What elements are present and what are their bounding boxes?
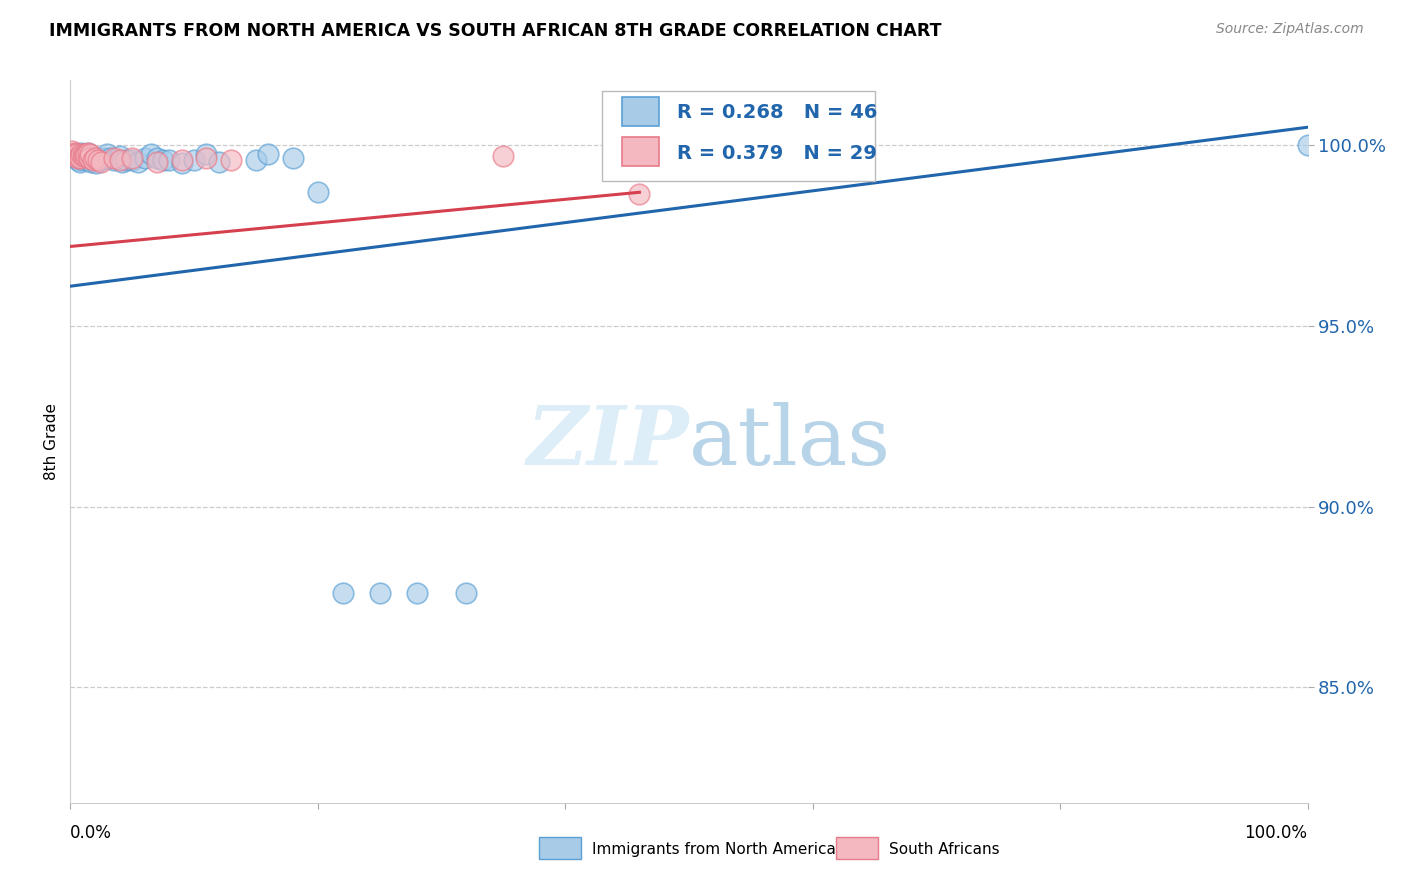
Point [80, 154, 103, 169]
Point [63, 147, 86, 161]
Point [87, 153, 110, 167]
Point [75, 149, 97, 163]
Point [70, 147, 93, 161]
Point [152, 153, 174, 167]
Text: Source: ZipAtlas.com: Source: ZipAtlas.com [1216, 22, 1364, 37]
Point [66, 151, 89, 165]
Point [69, 151, 91, 165]
Point [115, 153, 138, 167]
Point [108, 153, 131, 167]
Text: Immigrants from North America: Immigrants from North America [592, 841, 837, 856]
Point [1296, 138, 1319, 153]
Point [60, 144, 83, 158]
Text: R = 0.379   N = 29: R = 0.379 N = 29 [676, 144, 876, 162]
Point [65, 147, 87, 161]
Point [108, 149, 131, 163]
Point [103, 151, 125, 165]
Text: South Africans: South Africans [890, 841, 1000, 856]
Point [66, 153, 89, 167]
Point [73, 147, 96, 161]
Point [195, 151, 218, 165]
FancyBboxPatch shape [540, 838, 581, 859]
Point [82, 153, 104, 167]
Point [69, 154, 91, 169]
Point [157, 153, 180, 167]
Point [84, 151, 107, 165]
Point [72, 153, 94, 167]
Point [257, 147, 280, 161]
Point [77, 151, 100, 165]
Point [134, 151, 156, 165]
Text: IMMIGRANTS FROM NORTH AMERICA VS SOUTH AFRICAN 8TH GRADE CORRELATION CHART: IMMIGRANTS FROM NORTH AMERICA VS SOUTH A… [49, 22, 942, 40]
Point [84, 156, 107, 170]
Point [368, 586, 391, 600]
Point [195, 147, 218, 161]
Point [75, 151, 97, 165]
Text: 0.0%: 0.0% [70, 824, 112, 842]
FancyBboxPatch shape [621, 97, 659, 126]
Point [332, 586, 354, 600]
Point [84, 151, 107, 165]
FancyBboxPatch shape [621, 137, 659, 166]
Point [628, 187, 651, 202]
Point [281, 151, 304, 165]
Point [86, 153, 108, 167]
Point [70, 145, 93, 160]
Text: 100.0%: 100.0% [1244, 824, 1308, 842]
Point [456, 586, 478, 600]
Point [307, 186, 329, 200]
Point [75, 147, 97, 161]
Point [405, 586, 427, 600]
Point [121, 153, 143, 167]
Point [75, 149, 97, 163]
Point [183, 153, 205, 167]
Point [82, 149, 104, 163]
Point [72, 149, 94, 163]
Point [103, 153, 125, 167]
Point [127, 154, 149, 169]
Point [146, 151, 169, 165]
Point [73, 147, 96, 161]
FancyBboxPatch shape [837, 838, 879, 859]
Point [245, 153, 267, 167]
Text: atlas: atlas [689, 401, 891, 482]
Point [93, 151, 115, 165]
Point [79, 151, 101, 165]
Text: R = 0.268   N = 46: R = 0.268 N = 46 [676, 103, 877, 122]
Point [90, 154, 112, 169]
Point [98, 151, 121, 165]
Text: ZIP: ZIP [526, 401, 689, 482]
Point [77, 153, 100, 167]
Point [111, 154, 134, 169]
Point [170, 153, 193, 167]
Point [219, 153, 242, 167]
Point [208, 154, 231, 169]
Point [67, 149, 90, 163]
Point [146, 154, 169, 169]
Point [63, 149, 86, 163]
Point [67, 149, 90, 163]
Point [121, 151, 143, 165]
Point [62, 147, 84, 161]
Point [170, 156, 193, 170]
FancyBboxPatch shape [602, 91, 875, 181]
Point [492, 149, 515, 163]
Point [96, 147, 118, 161]
Point [76, 145, 98, 160]
Point [79, 147, 101, 161]
Y-axis label: 8th Grade: 8th Grade [44, 403, 59, 480]
Point [65, 151, 87, 165]
Point [65, 145, 87, 160]
Point [90, 153, 112, 167]
Point [139, 147, 162, 161]
Point [76, 145, 98, 160]
